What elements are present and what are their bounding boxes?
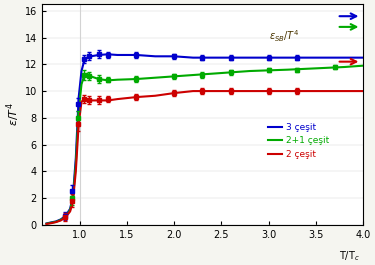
Text: T/T$_c$: T/T$_c$	[339, 249, 360, 263]
Text: $\varepsilon_{SB}/T^4$: $\varepsilon_{SB}/T^4$	[268, 28, 299, 44]
Legend: 3 çeşit, 2+1 çeşit, 2 çeşit: 3 çeşit, 2+1 çeşit, 2 çeşit	[264, 119, 333, 162]
Y-axis label: $\varepsilon/T^4$: $\varepsilon/T^4$	[4, 103, 22, 126]
